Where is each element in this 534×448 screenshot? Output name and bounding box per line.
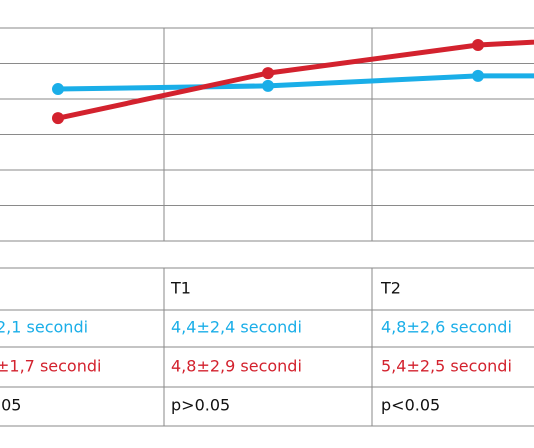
table-cell: p<0.05	[381, 396, 440, 415]
point	[472, 69, 484, 82]
point	[472, 39, 484, 52]
point	[262, 67, 274, 80]
point	[262, 79, 274, 92]
table-header: T1	[170, 279, 191, 298]
series-line	[57, 39, 534, 121]
table-header: T2	[380, 279, 401, 298]
table-cell: p>0.05	[171, 396, 230, 415]
table-cell: 4,4±2,4 secondi	[171, 318, 302, 337]
table-cell: ±1,7 secondi	[0, 357, 101, 376]
point	[52, 83, 64, 96]
table-cell: 5,4±2,5 secondi	[381, 357, 512, 376]
table-cell: 4,8±2,6 secondi	[381, 318, 512, 337]
point	[52, 112, 64, 125]
table-cell: .05	[0, 396, 21, 415]
table-cell: 4,8±2,9 secondi	[171, 357, 302, 376]
table-cell: 2,1 secondi	[0, 318, 88, 337]
series-line	[57, 73, 534, 92]
